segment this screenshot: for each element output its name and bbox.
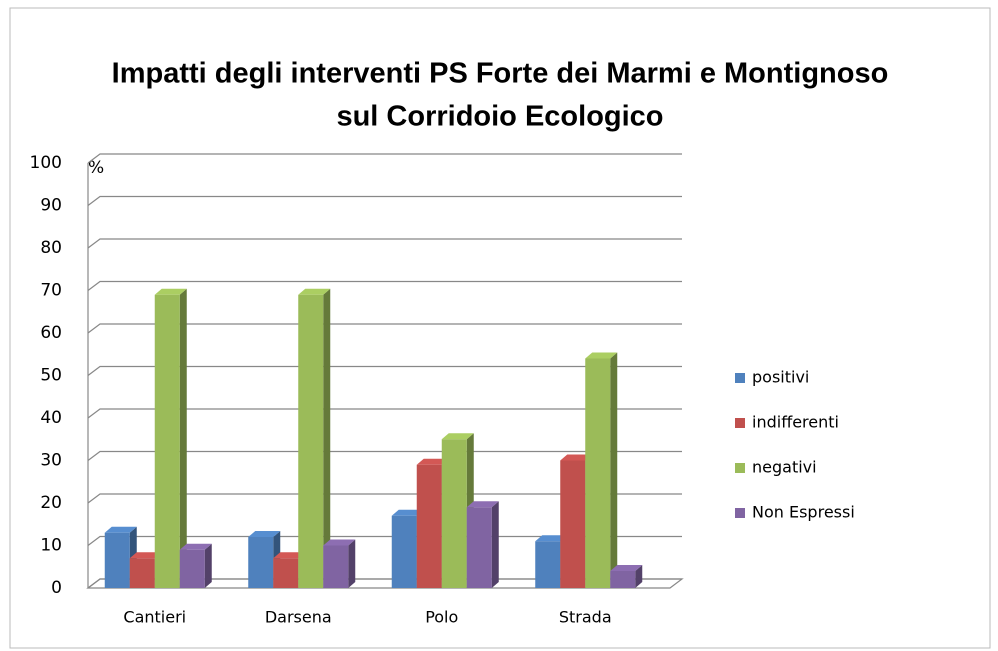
y-tick-label: 20	[40, 493, 62, 513]
legend-label: negativi	[752, 458, 817, 477]
grid-line	[87, 280, 682, 291]
bar-top	[441, 433, 474, 440]
grid-line	[87, 195, 682, 206]
bar-front	[298, 294, 324, 588]
bar-top	[416, 458, 449, 465]
bar-front	[129, 558, 155, 588]
bar-side	[610, 352, 618, 588]
bar-side	[491, 501, 499, 588]
y-axis-label: %	[88, 158, 104, 178]
grid-line	[87, 450, 682, 461]
bar-side	[348, 539, 356, 588]
bar-front	[391, 515, 417, 588]
bar	[585, 352, 618, 588]
x-tick-label: Darsena	[265, 608, 332, 627]
x-tick-label: Cantieri	[123, 608, 186, 627]
x-tick-label: Polo	[425, 608, 458, 627]
bar-front	[466, 507, 492, 588]
bar	[610, 565, 643, 588]
legend-label: positivi	[752, 368, 809, 387]
grid-line	[87, 323, 682, 334]
bar-top	[391, 509, 424, 516]
y-tick-label: 80	[40, 238, 62, 258]
y-tick-label: 30	[40, 451, 62, 471]
x-tick-label: Strada	[559, 608, 612, 627]
bar-top	[560, 454, 593, 461]
bar-front	[154, 294, 180, 588]
bar	[298, 288, 331, 588]
bar	[179, 543, 212, 588]
bar-front	[179, 549, 205, 588]
bar-side	[635, 565, 643, 588]
bar	[154, 288, 187, 588]
bar-front	[416, 464, 442, 588]
legend-swatch	[735, 373, 745, 383]
bar-top	[104, 526, 137, 533]
bar-front	[585, 358, 611, 588]
y-tick-label: 50	[40, 366, 62, 386]
bar-top	[585, 352, 618, 359]
bar-top	[466, 501, 499, 508]
bar-top	[535, 535, 568, 542]
legend-label: indifferenti	[752, 413, 839, 432]
y-tick-label: 90	[40, 196, 62, 216]
bar-front	[323, 545, 349, 588]
legend-swatch	[735, 418, 745, 428]
chart-title: sul Corridoio Ecologico	[336, 101, 663, 133]
y-tick-label: 10	[40, 536, 62, 556]
legend-swatch	[735, 463, 745, 473]
y-tick-label: 70	[40, 281, 62, 301]
bar-top	[323, 539, 356, 546]
bar-front	[535, 541, 561, 588]
bar-front	[104, 532, 130, 588]
bar-front	[610, 571, 636, 588]
y-tick-label: 0	[51, 578, 62, 598]
grid-line	[87, 493, 682, 504]
bar-top	[129, 552, 162, 559]
chart-border	[9, 7, 991, 649]
grid-line	[87, 238, 682, 249]
bar-top	[610, 565, 643, 571]
bar	[466, 501, 499, 588]
y-tick-label: 60	[40, 323, 62, 343]
bar-top	[298, 288, 331, 295]
grid-line	[87, 365, 682, 376]
bar-front	[560, 460, 586, 588]
bar-front	[273, 558, 299, 588]
y-tick-label: 100	[30, 153, 62, 173]
bar-side	[204, 543, 212, 588]
bar-front	[248, 537, 274, 588]
grid-line	[87, 408, 682, 419]
bar-top	[154, 288, 187, 295]
y-tick-label: 40	[40, 408, 62, 428]
bar-top	[273, 552, 306, 559]
chart-title: Impatti degli interventi PS Forte dei Ma…	[112, 58, 889, 90]
bar-top	[248, 531, 281, 537]
legend-swatch	[735, 508, 745, 518]
bar-side	[179, 288, 187, 588]
bar-front	[441, 439, 467, 588]
legend-label: Non Espressi	[752, 503, 855, 522]
bar-top	[179, 543, 212, 550]
grid-line	[87, 153, 682, 164]
bar-side	[323, 288, 331, 588]
bar	[323, 539, 356, 588]
